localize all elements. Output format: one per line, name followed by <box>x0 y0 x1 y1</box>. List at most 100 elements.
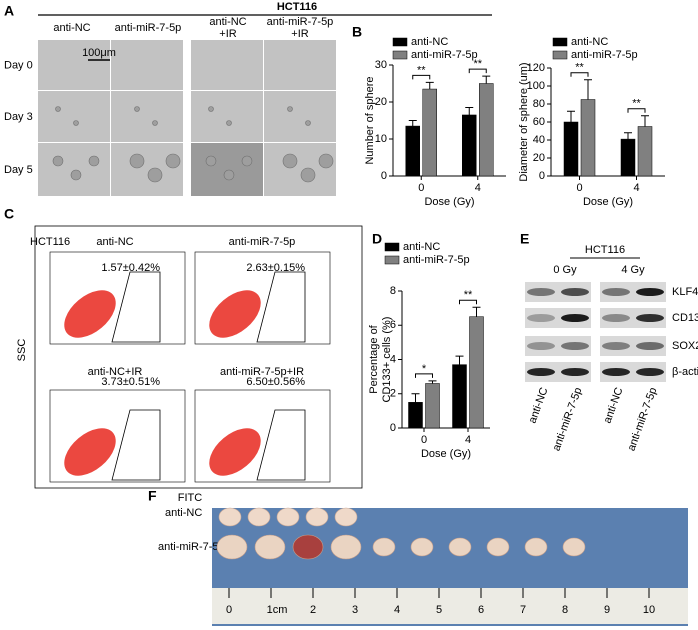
axis-label: SSC <box>16 339 28 362</box>
legend-label: anti-miR-7-5p <box>403 254 470 266</box>
sphere <box>205 155 217 167</box>
band <box>636 342 664 350</box>
band <box>561 368 589 376</box>
panel-label: B <box>352 24 362 40</box>
bar <box>462 114 477 177</box>
cell-line: HCT116 <box>585 244 625 256</box>
band <box>602 368 630 376</box>
sphere <box>318 153 334 169</box>
legend-swatch <box>384 242 400 252</box>
ruler-label: 2 <box>310 604 316 616</box>
y-tick-label: 4 <box>390 353 396 365</box>
panel-label: F <box>148 488 157 504</box>
sphere <box>223 169 235 181</box>
y-tick-label: 20 <box>533 152 545 164</box>
cell-cloud <box>209 290 261 338</box>
bar <box>563 121 579 177</box>
tumor <box>218 507 242 527</box>
row-label: Day 0 <box>4 59 33 71</box>
micrograph <box>38 143 110 196</box>
tumor <box>372 537 396 557</box>
row-label: Day 3 <box>4 111 33 123</box>
band <box>602 288 630 296</box>
y-tick-label: 8 <box>390 285 396 297</box>
sphere <box>282 153 298 169</box>
y-tick-label: 0 <box>381 170 387 182</box>
error-bar <box>411 393 420 403</box>
group-label: anti-miR-7-5p <box>158 541 225 553</box>
blot <box>525 282 591 302</box>
blot <box>525 336 591 356</box>
tumor <box>292 534 324 560</box>
sphere <box>55 106 61 112</box>
blot <box>600 336 666 356</box>
significance: ** <box>417 64 426 76</box>
blot <box>600 362 666 382</box>
cell-cloud <box>64 428 116 476</box>
column-label: anti-NC <box>209 16 246 28</box>
significance-bracket <box>627 108 646 113</box>
error-bar <box>567 110 575 122</box>
significance: ** <box>464 289 473 301</box>
band <box>561 288 589 296</box>
significance: ** <box>575 62 584 74</box>
error-bar <box>584 79 592 100</box>
band <box>561 342 589 350</box>
x-tick-label: 4 <box>475 182 481 194</box>
error-bar <box>455 355 464 365</box>
panel-label: E <box>520 231 529 247</box>
y-tick-label: 120 <box>527 62 545 74</box>
y-tick-label: 30 <box>375 59 387 71</box>
y-axis-label: Number of sphere <box>364 76 376 164</box>
protein-label: SOX2 <box>672 340 698 352</box>
tumor <box>305 507 329 527</box>
axis-label: FITC <box>178 492 202 504</box>
scale-bar-label: 100μm <box>82 47 116 59</box>
x-axis-label: Dose (Gy) <box>583 196 633 208</box>
y-tick-label: 0 <box>539 170 545 182</box>
legend-label: anti-NC <box>571 36 608 48</box>
x-tick-label: 0 <box>576 182 582 194</box>
group-label: anti-miR-7-5p+IR <box>220 366 304 378</box>
error-bar <box>641 115 649 127</box>
dose-label: 4 Gy <box>621 264 645 276</box>
y-tick-label: 10 <box>375 133 387 145</box>
cell-line: HCT116 <box>30 236 70 248</box>
sphere <box>226 120 232 126</box>
error-bar <box>482 75 491 84</box>
band <box>527 368 555 376</box>
legend-label: anti-miR-7-5p <box>571 49 638 61</box>
legend-swatch <box>552 50 568 60</box>
row-label: Day 5 <box>4 164 33 176</box>
ruler-label: 5 <box>436 604 442 616</box>
significance: * <box>422 363 427 375</box>
sphere <box>287 106 293 112</box>
band <box>636 368 664 376</box>
sphere <box>129 153 145 169</box>
column-label: anti-miR-7-5p <box>267 16 334 28</box>
x-tick-label: 0 <box>421 434 427 446</box>
ruler-label: 10 <box>643 604 655 616</box>
sphere <box>73 120 79 126</box>
ruler-label: 9 <box>604 604 610 616</box>
significance-bracket <box>468 68 487 74</box>
micrograph <box>38 40 110 90</box>
band <box>527 288 555 296</box>
column-label: +IR <box>219 28 236 40</box>
dose-label: 0 Gy <box>553 264 577 276</box>
gate <box>111 409 161 481</box>
bar <box>469 316 484 429</box>
sphere <box>208 106 214 112</box>
protein-label: KLF4 <box>672 286 698 298</box>
bar <box>637 126 653 177</box>
legend-swatch <box>392 37 408 47</box>
y-tick-label: 2 <box>390 388 396 400</box>
significance-bracket <box>412 74 431 80</box>
legend-label: anti-miR-7-5p <box>411 49 478 61</box>
y-tick-label: 100 <box>527 80 545 92</box>
y-tick-label: 60 <box>533 116 545 128</box>
tumor <box>247 507 271 527</box>
sphere <box>300 167 316 183</box>
y-tick-label: 0 <box>390 422 396 434</box>
